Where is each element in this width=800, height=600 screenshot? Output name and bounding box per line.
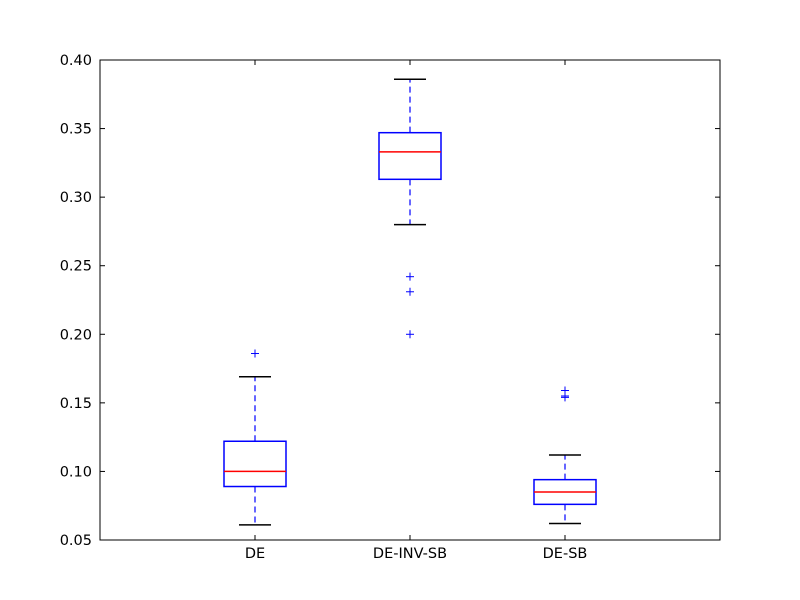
y-axis: 0.05 0.10 0.15 0.20 0.25 0.30 0.35 0.40 <box>60 53 720 549</box>
y-tick-label: 0.30 <box>60 190 92 206</box>
y-tick-label: 0.35 <box>60 122 92 138</box>
y-tick-label: 0.40 <box>60 53 92 69</box>
axes-frame <box>99 59 721 541</box>
outlier-point <box>561 393 569 402</box>
box-1 <box>223 349 287 526</box>
outlier-point <box>406 287 414 296</box>
iqr-box <box>378 131 442 181</box>
plot-area <box>223 78 597 526</box>
x-axis: DE DE-INV-SB DE-SB <box>245 60 588 562</box>
y-tick-label: 0.10 <box>60 464 92 480</box>
outlier-point <box>406 330 414 339</box>
iqr-box <box>223 440 287 488</box>
x-tick-label: DE-SB <box>543 546 588 562</box>
box-2 <box>378 78 442 339</box>
y-tick-label: 0.20 <box>60 327 92 343</box>
outlier-point <box>251 349 259 358</box>
y-tick-label: 0.05 <box>60 533 92 549</box>
x-tick-label: DE-INV-SB <box>373 546 447 562</box>
outlier-point <box>406 272 414 281</box>
y-tick-label: 0.15 <box>60 396 92 412</box>
y-tick-label: 0.25 <box>60 259 92 275</box>
x-tick-label: DE <box>245 546 265 562</box>
box-3 <box>533 386 597 525</box>
